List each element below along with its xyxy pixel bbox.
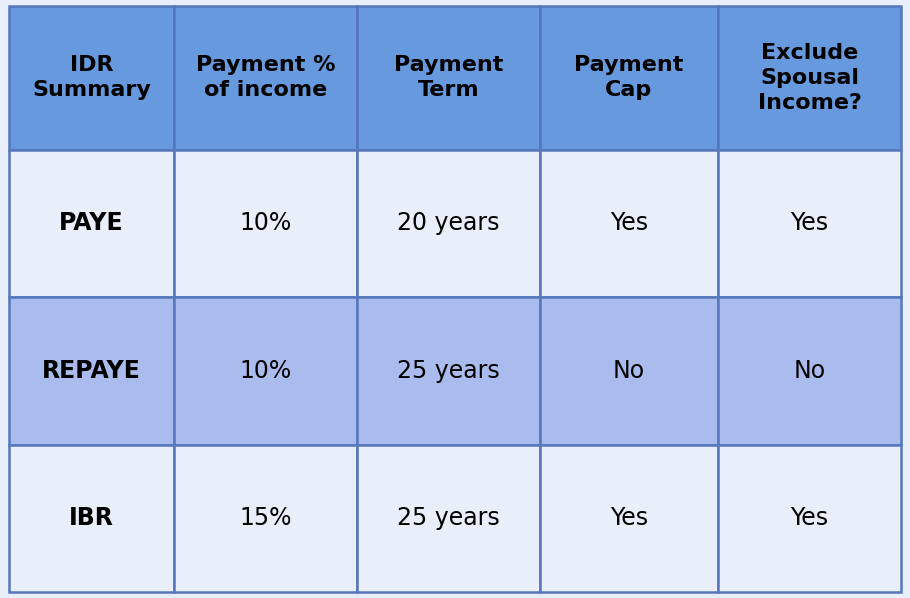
- Text: REPAYE: REPAYE: [42, 359, 141, 383]
- Text: Exclude
Spousal
Income?: Exclude Spousal Income?: [757, 43, 862, 112]
- Bar: [540, 6, 718, 149]
- Text: IDR
Summary: IDR Summary: [32, 56, 151, 100]
- Text: 25 years: 25 years: [397, 359, 500, 383]
- Text: 15%: 15%: [239, 507, 292, 530]
- Text: 25 years: 25 years: [397, 507, 500, 530]
- Text: 10%: 10%: [239, 211, 291, 235]
- Bar: [357, 6, 540, 149]
- Text: Payment %
of income: Payment % of income: [196, 56, 335, 100]
- Bar: [357, 297, 540, 444]
- Bar: [9, 444, 174, 592]
- Bar: [540, 150, 718, 297]
- Bar: [540, 444, 718, 592]
- Bar: [174, 6, 357, 149]
- Bar: [718, 6, 901, 149]
- Bar: [357, 150, 540, 297]
- Bar: [540, 297, 718, 444]
- Bar: [174, 297, 357, 444]
- Bar: [9, 150, 174, 297]
- Text: IBR: IBR: [69, 507, 114, 530]
- Bar: [357, 444, 540, 592]
- Text: Payment
Cap: Payment Cap: [574, 56, 683, 100]
- Text: No: No: [612, 359, 645, 383]
- Text: PAYE: PAYE: [59, 211, 124, 235]
- Text: Yes: Yes: [791, 211, 828, 235]
- Bar: [9, 297, 174, 444]
- Bar: [174, 150, 357, 297]
- Bar: [718, 297, 901, 444]
- Text: 20 years: 20 years: [397, 211, 500, 235]
- Text: Payment
Term: Payment Term: [394, 56, 503, 100]
- Text: Yes: Yes: [610, 211, 648, 235]
- Text: Yes: Yes: [791, 507, 828, 530]
- Text: No: No: [794, 359, 825, 383]
- Bar: [718, 150, 901, 297]
- Text: Yes: Yes: [610, 507, 648, 530]
- Bar: [174, 444, 357, 592]
- Bar: [718, 444, 901, 592]
- Bar: [9, 6, 174, 149]
- Text: 10%: 10%: [239, 359, 291, 383]
